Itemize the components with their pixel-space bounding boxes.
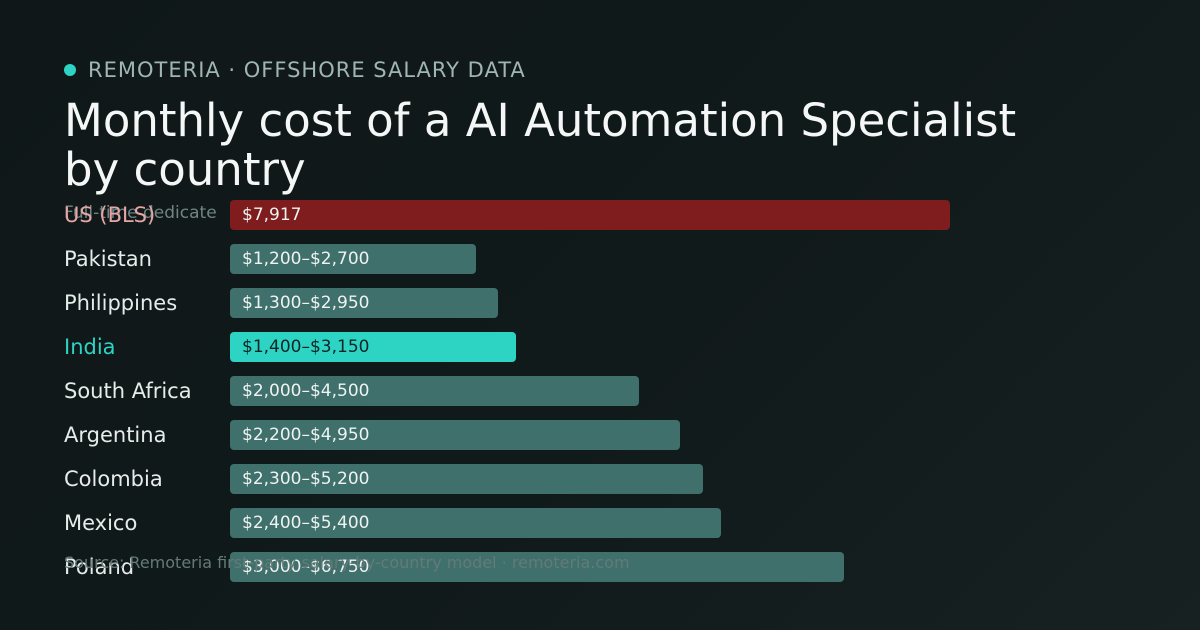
brand: REMOTERIA · OFFSHORE SALARY DATA: [64, 58, 526, 82]
country-label: Pakistan: [64, 247, 152, 271]
brand-label: REMOTERIA · OFFSHORE SALARY DATA: [88, 58, 526, 82]
chart-subtitle: Full-time dedicate: [64, 203, 217, 223]
country-label: Philippines: [64, 291, 178, 315]
bar-value-label: $2,000–$4,500: [242, 381, 370, 401]
bar-value-label: $2,200–$4,950: [242, 425, 370, 445]
bar: $2,300–$5,200: [230, 464, 703, 494]
chart-title: Monthly cost of a AI Automation Speciali…: [64, 94, 1017, 196]
bar: $1,300–$2,950: [230, 288, 498, 318]
country-label: Poland: [64, 555, 135, 579]
bar: $2,000–$4,500: [230, 376, 639, 406]
bar: $1,400–$3,150: [230, 332, 516, 362]
bar: $1,200–$2,700: [230, 244, 476, 274]
bar-value-label: $1,300–$2,950: [242, 293, 370, 313]
country-label: Mexico: [64, 511, 138, 535]
country-label: Argentina: [64, 423, 167, 447]
bar-value-label: $1,200–$2,700: [242, 249, 370, 269]
country-label: Colombia: [64, 467, 163, 491]
bar: $2,400–$5,400: [230, 508, 721, 538]
bar-value-label: $1,400–$3,150: [242, 337, 370, 357]
source-note: Source: Remoteria first-party salary-by-…: [64, 553, 630, 572]
bar-value-label: $3,000–$6,750: [242, 557, 370, 577]
bar: $2,200–$4,950: [230, 420, 680, 450]
country-label: India: [64, 335, 116, 359]
bar-value-label: $7,917: [242, 205, 302, 225]
bar-value-label: $2,400–$5,400: [242, 513, 370, 533]
country-label: US (BLS): [64, 203, 156, 227]
bar-value-label: $2,300–$5,200: [242, 469, 370, 489]
country-label: South Africa: [64, 379, 192, 403]
bar: $3,000–$6,750: [230, 552, 844, 582]
brand-dot-icon: [64, 64, 76, 76]
bar: $7,917: [230, 200, 950, 230]
